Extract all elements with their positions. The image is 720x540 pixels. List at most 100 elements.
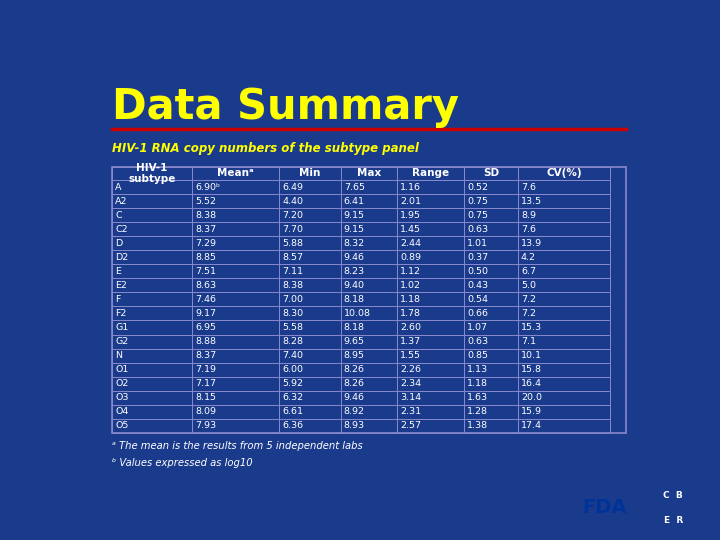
Text: 8.28: 8.28 bbox=[282, 337, 303, 346]
Text: 7.6: 7.6 bbox=[521, 225, 536, 234]
Bar bbox=[341, 404, 397, 418]
Bar bbox=[518, 265, 611, 279]
Bar bbox=[112, 167, 192, 180]
Bar bbox=[112, 320, 192, 334]
Text: 5.88: 5.88 bbox=[282, 239, 303, 248]
Text: 0.63: 0.63 bbox=[467, 337, 488, 346]
Text: 4.2: 4.2 bbox=[521, 253, 536, 262]
Bar bbox=[192, 390, 279, 404]
Bar bbox=[341, 334, 397, 348]
Text: Data Summary: Data Summary bbox=[112, 85, 459, 127]
Text: 8.37: 8.37 bbox=[195, 351, 216, 360]
Bar bbox=[397, 279, 464, 292]
Text: 2.57: 2.57 bbox=[400, 421, 421, 430]
Bar bbox=[518, 251, 611, 265]
Bar bbox=[341, 279, 397, 292]
Bar bbox=[341, 348, 397, 362]
Bar bbox=[397, 194, 464, 208]
Bar bbox=[341, 180, 397, 194]
Bar bbox=[518, 404, 611, 418]
Bar bbox=[279, 292, 341, 306]
Bar bbox=[279, 362, 341, 376]
Text: 1.28: 1.28 bbox=[467, 407, 488, 416]
Text: 8.38: 8.38 bbox=[195, 211, 216, 220]
Text: D2: D2 bbox=[115, 253, 129, 262]
Bar bbox=[279, 167, 341, 180]
Text: 2.26: 2.26 bbox=[400, 365, 421, 374]
Text: 2.60: 2.60 bbox=[400, 323, 421, 332]
Text: 1.02: 1.02 bbox=[400, 281, 421, 290]
Text: 1.07: 1.07 bbox=[467, 323, 488, 332]
Text: 8.88: 8.88 bbox=[195, 337, 216, 346]
Bar bbox=[464, 222, 518, 237]
Text: N: N bbox=[115, 351, 122, 360]
Text: 6.49: 6.49 bbox=[282, 183, 303, 192]
Bar bbox=[464, 292, 518, 306]
Text: 8.37: 8.37 bbox=[195, 225, 216, 234]
Text: 0.89: 0.89 bbox=[400, 253, 421, 262]
Bar bbox=[518, 222, 611, 237]
Bar bbox=[464, 390, 518, 404]
Text: 1.01: 1.01 bbox=[467, 239, 488, 248]
Text: E  R: E R bbox=[664, 516, 683, 524]
Text: 9.15: 9.15 bbox=[344, 225, 365, 234]
Text: 10.08: 10.08 bbox=[344, 309, 371, 318]
Text: ᵃ The mean is the results from 5 independent labs: ᵃ The mean is the results from 5 indepen… bbox=[112, 441, 363, 451]
Text: 2.31: 2.31 bbox=[400, 407, 421, 416]
Bar bbox=[192, 180, 279, 194]
Bar bbox=[397, 404, 464, 418]
Bar bbox=[279, 348, 341, 362]
Text: 1.12: 1.12 bbox=[400, 267, 421, 276]
Text: HIV-1
subtype: HIV-1 subtype bbox=[128, 163, 176, 184]
Text: 6.95: 6.95 bbox=[195, 323, 216, 332]
Bar bbox=[464, 265, 518, 279]
Text: 6.32: 6.32 bbox=[282, 393, 303, 402]
Bar bbox=[397, 167, 464, 180]
Text: 9.15: 9.15 bbox=[344, 211, 365, 220]
Text: 7.65: 7.65 bbox=[344, 183, 365, 192]
Text: ᵇ Values expressed as log10: ᵇ Values expressed as log10 bbox=[112, 458, 253, 468]
Bar bbox=[464, 194, 518, 208]
Text: 3.14: 3.14 bbox=[400, 393, 421, 402]
Text: E2: E2 bbox=[115, 281, 127, 290]
Bar bbox=[518, 167, 611, 180]
Text: 8.18: 8.18 bbox=[344, 295, 365, 304]
Text: 6.36: 6.36 bbox=[282, 421, 303, 430]
Text: 0.75: 0.75 bbox=[467, 211, 488, 220]
Text: C  B: C B bbox=[663, 491, 683, 500]
Text: 0.85: 0.85 bbox=[467, 351, 488, 360]
Bar bbox=[112, 404, 192, 418]
Text: 8.32: 8.32 bbox=[344, 239, 365, 248]
Text: 1.18: 1.18 bbox=[400, 295, 421, 304]
Text: 7.11: 7.11 bbox=[282, 267, 303, 276]
Text: 6.61: 6.61 bbox=[282, 407, 303, 416]
Text: 9.46: 9.46 bbox=[344, 253, 365, 262]
Bar bbox=[397, 376, 464, 390]
Text: 7.00: 7.00 bbox=[282, 295, 303, 304]
Text: O5: O5 bbox=[115, 421, 129, 430]
Bar bbox=[341, 251, 397, 265]
Bar bbox=[518, 292, 611, 306]
Bar bbox=[464, 320, 518, 334]
Text: 9.40: 9.40 bbox=[344, 281, 365, 290]
Bar bbox=[341, 390, 397, 404]
Text: 15.8: 15.8 bbox=[521, 365, 542, 374]
Bar bbox=[397, 348, 464, 362]
Text: 8.95: 8.95 bbox=[344, 351, 365, 360]
Text: O1: O1 bbox=[115, 365, 129, 374]
Text: 20.0: 20.0 bbox=[521, 393, 542, 402]
Text: 1.37: 1.37 bbox=[400, 337, 421, 346]
Bar bbox=[279, 180, 341, 194]
Text: O2: O2 bbox=[115, 379, 129, 388]
Bar bbox=[279, 320, 341, 334]
Text: 0.63: 0.63 bbox=[467, 225, 488, 234]
Text: 8.30: 8.30 bbox=[282, 309, 303, 318]
Bar bbox=[279, 306, 341, 320]
Bar bbox=[112, 306, 192, 320]
Text: 4.40: 4.40 bbox=[282, 197, 303, 206]
Bar bbox=[279, 194, 341, 208]
Text: 2.34: 2.34 bbox=[400, 379, 421, 388]
Bar bbox=[112, 348, 192, 362]
Bar bbox=[279, 390, 341, 404]
Text: C2: C2 bbox=[115, 225, 128, 234]
